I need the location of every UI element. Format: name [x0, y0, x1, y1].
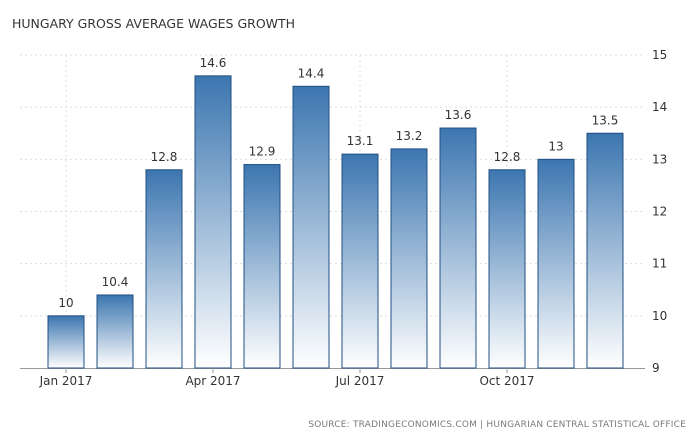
- y-tick-label: 9: [652, 361, 660, 375]
- bar: [145, 169, 183, 369]
- bar: [537, 158, 575, 369]
- x-tick-label: Jan 2017: [39, 374, 93, 388]
- data-label: 12.9: [249, 145, 276, 159]
- bar: [488, 169, 526, 369]
- bar: [586, 132, 624, 369]
- bar: [243, 164, 281, 369]
- source-note: SOURCE: TRADINGECONOMICS.COM | HUNGARIAN…: [308, 420, 686, 430]
- x-tick-label: Jul 2017: [335, 374, 385, 388]
- chart-title: HUNGARY GROSS AVERAGE WAGES GROWTH: [12, 16, 295, 31]
- y-tick-label: 11: [652, 257, 667, 271]
- data-label: 12.8: [494, 150, 521, 164]
- data-label: 14.6: [200, 56, 227, 70]
- data-label: 13.1: [347, 134, 374, 148]
- data-labels: 10 10.4 12.8 14.6 12.9 14.4 13.1 13.2 13.6 12.8 13…: [58, 56, 618, 310]
- data-label: 13.5: [592, 113, 619, 127]
- bar: [390, 148, 428, 369]
- data-label: 14.4: [298, 66, 325, 80]
- data-label: 13.2: [396, 129, 423, 143]
- y-tick-label: 13: [652, 152, 667, 166]
- y-tick-label: 14: [652, 100, 667, 114]
- bar: [96, 294, 134, 369]
- bar: [47, 315, 85, 369]
- bar: [439, 127, 477, 369]
- data-label: 10: [58, 296, 73, 310]
- bar: [292, 85, 330, 369]
- data-label: 12.8: [151, 150, 178, 164]
- data-label: 13: [548, 139, 563, 153]
- x-axis-ticks: Jan 2017 Apr 2017 Jul 2017 Oct 2017: [39, 368, 535, 388]
- x-tick-label: Oct 2017: [479, 374, 534, 388]
- x-tick-label: Apr 2017: [185, 374, 240, 388]
- bar: [341, 153, 379, 369]
- y-axis-ticks: 9 10 11 12 13 14 15: [652, 48, 667, 375]
- data-label: 13.6: [445, 108, 472, 122]
- bar: [194, 75, 232, 369]
- data-label: 10.4: [102, 275, 129, 289]
- y-tick-label: 12: [652, 205, 667, 219]
- y-tick-label: 10: [652, 309, 667, 323]
- bars: [47, 75, 624, 369]
- y-tick-label: 15: [652, 48, 667, 62]
